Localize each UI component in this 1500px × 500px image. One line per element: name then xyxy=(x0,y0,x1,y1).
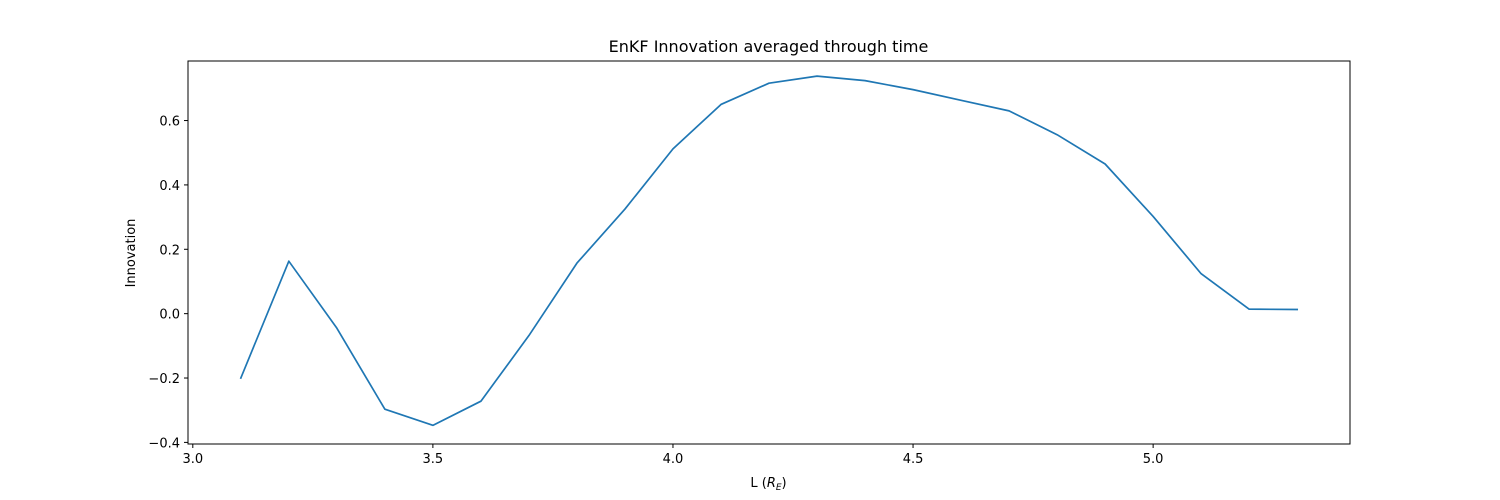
y-tick-label: 0.6 xyxy=(159,115,180,130)
y-tick-label: −0.2 xyxy=(148,372,180,387)
x-tick-label: 4.0 xyxy=(663,452,684,467)
chart-title: EnKF Innovation averaged through time xyxy=(609,37,929,56)
x-tick-label: 4.5 xyxy=(903,452,924,467)
axes-frame xyxy=(187,60,1351,445)
y-tick-label: 0.4 xyxy=(159,179,180,194)
x-axis-label-math-sub: E xyxy=(776,483,782,493)
x-axis-label-suffix: ) xyxy=(782,476,787,491)
x-axis-label-math-base: R xyxy=(767,476,776,491)
x-tick-label: 5.0 xyxy=(1143,452,1164,467)
y-tick-label: 0.2 xyxy=(159,243,180,258)
series-line xyxy=(239,75,1299,427)
x-axis-ticks: 3.0 3.5 4.0 4.5 5.0 xyxy=(182,444,1163,467)
x-tick-label: 3.0 xyxy=(182,452,203,467)
x-tick-label: 3.5 xyxy=(423,452,444,467)
plot-area xyxy=(239,75,1299,427)
y-tick-label: −0.4 xyxy=(148,436,180,451)
y-axis-ticks: −0.4 −0.2 0.0 0.2 0.4 0.6 xyxy=(148,115,188,451)
x-axis-label-prefix: L ( xyxy=(750,476,766,491)
y-axis-label: Innovation xyxy=(124,219,139,288)
y-tick-label: 0.0 xyxy=(159,308,180,323)
x-axis-label: L (RE) xyxy=(750,476,786,493)
